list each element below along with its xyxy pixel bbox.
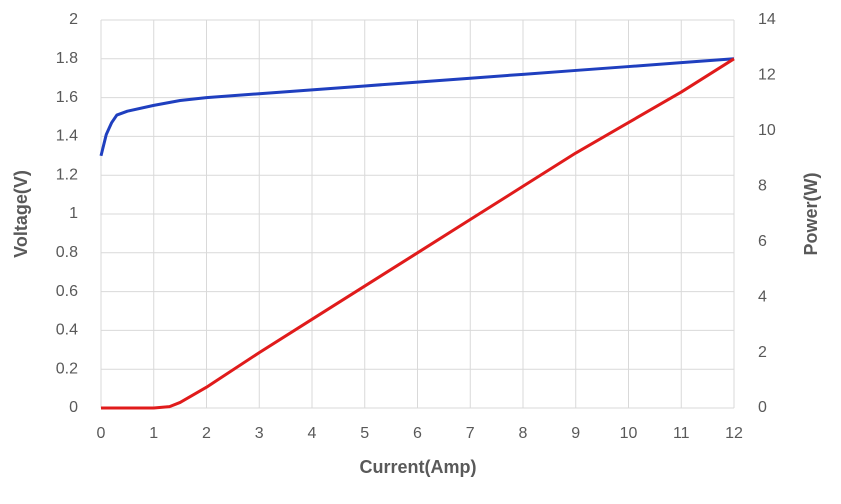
y-tick-label: 1.8 bbox=[56, 50, 78, 67]
x-tick-label: 0 bbox=[97, 425, 106, 442]
y-tick-label: 0.2 bbox=[56, 360, 78, 377]
x-tick-label: 1 bbox=[149, 425, 158, 442]
x-tick-label: 7 bbox=[466, 425, 475, 442]
y-tick-label: 1.6 bbox=[56, 89, 78, 106]
y-tick-label: 2 bbox=[69, 11, 78, 28]
x-tick-label: 5 bbox=[360, 425, 369, 442]
x-tick-label: 8 bbox=[519, 425, 528, 442]
x-tick-label: 12 bbox=[725, 425, 743, 442]
x-tick-label: 11 bbox=[673, 425, 690, 442]
y-tick-label: 0.4 bbox=[56, 322, 78, 339]
y2-tick-label: 6 bbox=[758, 233, 767, 250]
x-tick-label: 4 bbox=[308, 425, 317, 442]
y-tick-label: 1 bbox=[69, 205, 78, 222]
x-tick-label: 9 bbox=[571, 425, 580, 442]
y2-tick-label: 12 bbox=[758, 67, 776, 84]
y-tick-label: 0 bbox=[69, 399, 78, 416]
y2-tick-label: 14 bbox=[758, 11, 776, 28]
y-axis-label: Voltage(V) bbox=[11, 170, 31, 258]
x-tick-label: 2 bbox=[202, 425, 211, 442]
x-tick-label: 10 bbox=[620, 425, 638, 442]
y2-tick-label: 0 bbox=[758, 399, 767, 416]
y2-tick-label: 2 bbox=[758, 344, 767, 361]
y-tick-label: 0.6 bbox=[56, 283, 78, 300]
x-tick-label: 3 bbox=[255, 425, 264, 442]
y-tick-label: 1.2 bbox=[56, 166, 78, 183]
x-axis-label: Current(Amp) bbox=[360, 457, 477, 477]
y-tick-label: 0.8 bbox=[56, 244, 78, 261]
y2-tick-label: 4 bbox=[758, 288, 767, 305]
y2-tick-label: 8 bbox=[758, 178, 767, 195]
y2-axis-label: Power(W) bbox=[801, 172, 821, 255]
y-tick-label: 1.4 bbox=[56, 128, 78, 145]
line-series bbox=[101, 57, 735, 410]
x-tick-label: 6 bbox=[413, 425, 422, 442]
line-series bbox=[99, 57, 735, 157]
y2-tick-label: 10 bbox=[758, 122, 776, 139]
